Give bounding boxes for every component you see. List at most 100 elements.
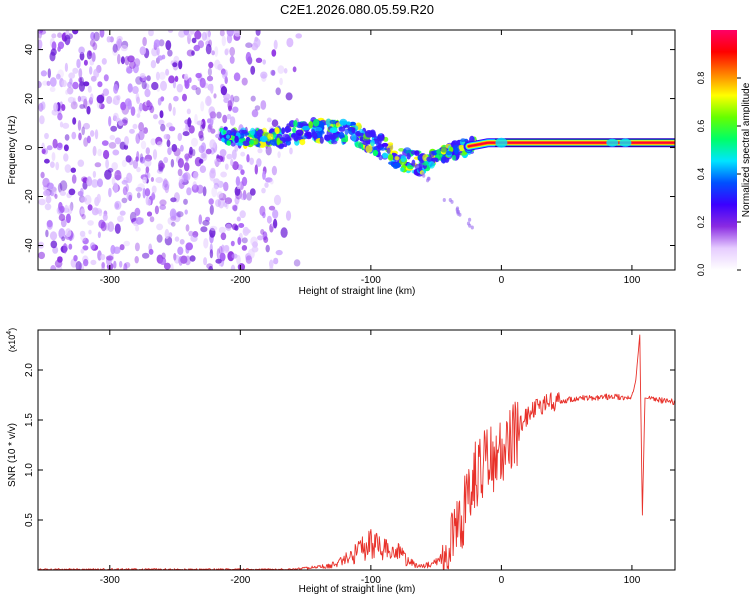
spectrogram-noise-blob: [139, 153, 144, 163]
spectrogram-signal-blob: [285, 139, 291, 146]
spectrogram-noise-blob: [160, 80, 167, 91]
spectrogram-noise-blob: [163, 262, 171, 270]
spectrogram-noise-blob: [65, 89, 69, 95]
spectrogram-noise-blob: [209, 139, 216, 150]
spectrogram-noise-blob: [143, 127, 149, 134]
spectrogram-noise-blob: [217, 197, 225, 209]
spectrogram-noise-blob: [91, 52, 96, 63]
spectrogram-noise-blob: [97, 178, 103, 188]
spectrogram-noise-blob: [226, 30, 234, 37]
spectrogram-signal-blob: [378, 136, 384, 141]
spectrogram-signal-blob: [338, 131, 345, 139]
spectrogram-noise-blob: [167, 30, 174, 33]
spectrogram-noise-blob: [136, 96, 141, 104]
spectrogram-noise-blob: [260, 71, 268, 79]
spectrogram-noise-blob: [50, 265, 56, 270]
spectrogram-noise-blob: [262, 59, 267, 65]
spectrogram-noise-blob: [159, 257, 167, 265]
spectrogram-noise-blob: [148, 30, 154, 37]
spectrogram-noise-blob: [201, 142, 206, 152]
colorbar-tick-label: 0.2: [696, 216, 706, 229]
spectrogram-noise-blob: [136, 166, 141, 173]
spectrogram-noise-blob: [255, 30, 261, 36]
spectrogram-noise-blob: [150, 177, 154, 182]
y-tick-label: -40: [24, 238, 35, 253]
spectrogram-noise-blob: [256, 158, 262, 167]
spectrogram-signal-blob: [293, 120, 298, 128]
spectrogram-noise-blob: [161, 252, 166, 260]
spectrogram-noise-blob: [285, 92, 293, 101]
spectrogram-noise-blob: [209, 249, 214, 259]
spectrogram-noise-blob: [158, 162, 166, 170]
spectrogram-noise-blob: [236, 216, 241, 222]
spectrogram-noise-blob: [72, 30, 79, 35]
spectrogram-signal-blob: [450, 199, 454, 204]
spectrogram-noise-blob: [139, 46, 146, 56]
spectrogram-noise-blob: [277, 65, 285, 74]
spectrogram-noise-blob: [132, 86, 139, 94]
spectrogram-noise-blob: [121, 159, 127, 168]
x-tick-label: -300: [100, 275, 120, 286]
spectrogram-noise-blob: [178, 176, 184, 184]
spectrogram-signal-blob: [258, 140, 267, 148]
spectrogram-signal-blob: [372, 149, 379, 157]
spectrogram-noise-blob: [43, 189, 51, 197]
spectrogram-noise-blob: [255, 57, 263, 63]
x-tick-label: 0: [499, 575, 505, 586]
spectrogram-noise-blob: [229, 55, 235, 64]
spectrogram-noise-blob: [57, 32, 63, 38]
spectrogram-signal-blob: [422, 173, 426, 178]
spectrogram-noise-blob: [51, 41, 57, 51]
spectrogram-noise-blob: [78, 132, 82, 141]
spectrogram-noise-blob: [221, 71, 228, 79]
spectrogram-signal-blob: [426, 156, 433, 162]
y-tick-label: 2.0: [24, 363, 35, 377]
spectrogram-noise-blob: [80, 248, 85, 254]
spectrogram-noise-blob: [210, 83, 214, 94]
y-tick-label: 0.5: [24, 513, 35, 527]
spectrogram-noise-blob: [67, 96, 75, 104]
spectrogram-noise-blob: [79, 51, 85, 61]
spectrogram-signal-blob: [426, 176, 430, 181]
spectrogram-noise-blob: [159, 199, 167, 206]
spectrogram-noise-blob: [101, 58, 107, 65]
spectrogram-signal-blob: [442, 156, 449, 163]
spectrogram-noise-blob: [112, 149, 120, 156]
spectrogram-noise-blob: [125, 155, 132, 163]
spectrogram-noise-blob: [156, 223, 164, 231]
spectrogram-noise-blob: [232, 106, 239, 113]
colorbar-ticks: 0.0 0.2 0.4 0.6 0.8: [696, 72, 741, 276]
spectrogram-noise-blob: [144, 154, 153, 162]
spectrogram-noise-blob: [84, 194, 92, 205]
spectrogram-noise-blob: [216, 191, 224, 199]
spectrogram-noise-blob: [240, 193, 248, 201]
spectrogram-noise-blob: [124, 136, 129, 146]
spectrogram-noise-blob: [154, 205, 159, 215]
spectrogram-noise-blob: [139, 73, 146, 78]
spectrogram-noise-blob: [68, 243, 73, 250]
spectrogram-noise-blob: [168, 126, 176, 132]
spectrogram-noise-blob: [100, 254, 106, 261]
spectrogram-noise-blob: [209, 204, 214, 215]
spectrogram-noise-blob: [224, 244, 230, 252]
spectrogram-noise-blob: [227, 100, 233, 110]
y-tick-label: 1.0: [24, 463, 35, 477]
spectrogram-noise-blob: [121, 197, 128, 204]
spectrogram-noise-blob: [209, 111, 217, 119]
spectrogram-noise-blob: [78, 68, 83, 79]
spectrogram-noise-blob: [155, 71, 160, 81]
spectrogram-noise-blob: [138, 102, 143, 112]
spectrogram-noise-blob: [81, 213, 86, 220]
spectrogram-noise-blob: [90, 130, 95, 137]
spectrogram-noise-blob: [186, 187, 192, 196]
spectrogram-noise-blob: [106, 255, 114, 261]
spectrogram-noise-blob: [82, 181, 88, 190]
spectrogram-noise-blob: [79, 76, 84, 87]
spectrogram-noise-blob: [259, 205, 266, 216]
spectrogram-noise-blob: [200, 101, 205, 112]
spectrogram-noise-blob: [178, 30, 186, 38]
spectrogram-noise-blob: [225, 223, 232, 231]
spectrogram-noise-blob: [203, 257, 208, 266]
spectrogram-noise-blob: [230, 240, 235, 247]
spectrogram-noise-blob: [68, 72, 76, 79]
